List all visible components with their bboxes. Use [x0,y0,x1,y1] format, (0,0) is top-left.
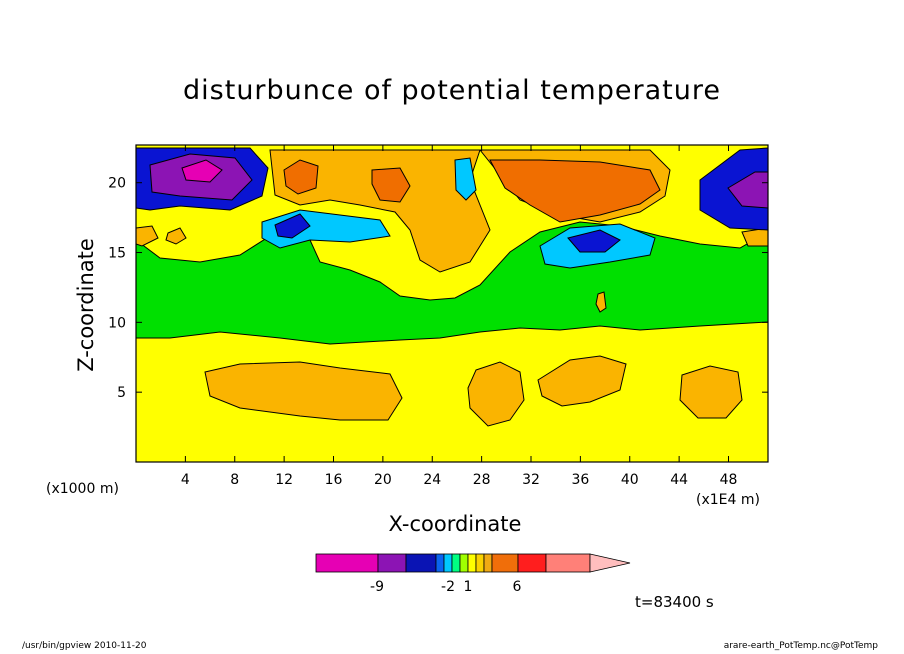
x-tick-label: 8 [230,472,239,488]
colorbar-segment [443,553,453,573]
x-axis: 4 8 12 16 20 24 28 32 36 40 44 48 [181,145,738,488]
colorbar-segment [467,553,477,573]
left-orange-patch [136,225,159,247]
lower-orange-blob-1 [204,361,403,421]
y-axis-label: Z-coordinate [74,238,98,372]
x-tick-label: 12 [275,472,293,488]
x-tick-label: 28 [473,472,491,488]
blue-low-center [567,229,621,253]
colorbar-tick-label: -2 [441,579,455,595]
purple-top-right [727,171,768,209]
small-yellow-blip [595,291,607,313]
x-tick-label: 20 [374,472,392,488]
x-axis-label: X-coordinate [388,512,522,536]
dark-orange-mid [371,167,411,203]
blue-low-left [274,213,311,239]
x-tick-label: 36 [571,472,589,488]
x-scale-label: (x1E4 m) [696,492,760,508]
lower-orange-blob-4 [679,365,743,419]
footer-right: arare-earth_PotTemp.nc@PotTemp [723,641,878,651]
x-tick-label: 24 [423,472,441,488]
x-tick-label: 4 [181,472,190,488]
chart-title: disturbunce of potential temperature [183,75,721,106]
y-scale-label: (x1000 m) [46,481,119,497]
heatmap-field [136,145,768,462]
colorbar-segment [491,553,519,573]
y-axis: 5 10 15 20 [108,176,768,401]
time-label: t=83400 s [635,593,714,611]
colorbar-segment [475,553,485,573]
left-orange-blob [165,227,187,245]
colorbar-segment [405,553,437,573]
y-tick-label: 10 [108,315,126,331]
y-tick-label: 5 [117,385,126,401]
colorbar-tick-label: 1 [464,579,473,595]
lower-orange-blob-2 [467,361,525,427]
magenta-top-left [181,159,223,183]
colorbar-segment [451,553,461,573]
y-tick-label: 20 [108,176,126,192]
colorbar-segment [377,553,407,573]
colorbar-segment [545,553,591,573]
colorbar-segment [517,553,547,573]
colorbar-tick-label: 6 [513,579,522,595]
x-tick-label: 32 [522,472,540,488]
y-tick-label: 15 [108,246,126,262]
x-tick-label: 48 [720,472,738,488]
colorbar-segment [483,553,493,573]
footer-left: /usr/bin/gpview 2010-11-20 [22,641,147,651]
colorbar-legend: -9 -2 1 6 [315,553,631,595]
colorbar-tick-label: -9 [370,579,384,595]
x-tick-label: 16 [325,472,343,488]
lower-orange-blob-3 [537,355,627,407]
colorbar-arrow [589,553,631,573]
x-tick-label: 44 [670,472,688,488]
dark-orange-left [283,159,319,195]
colorbar-segment [435,553,445,573]
cyan-upper-strip [454,157,477,201]
dark-orange-center [489,159,661,223]
colorbar-segment [315,553,379,573]
plot-frame [135,144,769,463]
x-tick-label: 40 [621,472,639,488]
colorbar-segment [459,553,469,573]
